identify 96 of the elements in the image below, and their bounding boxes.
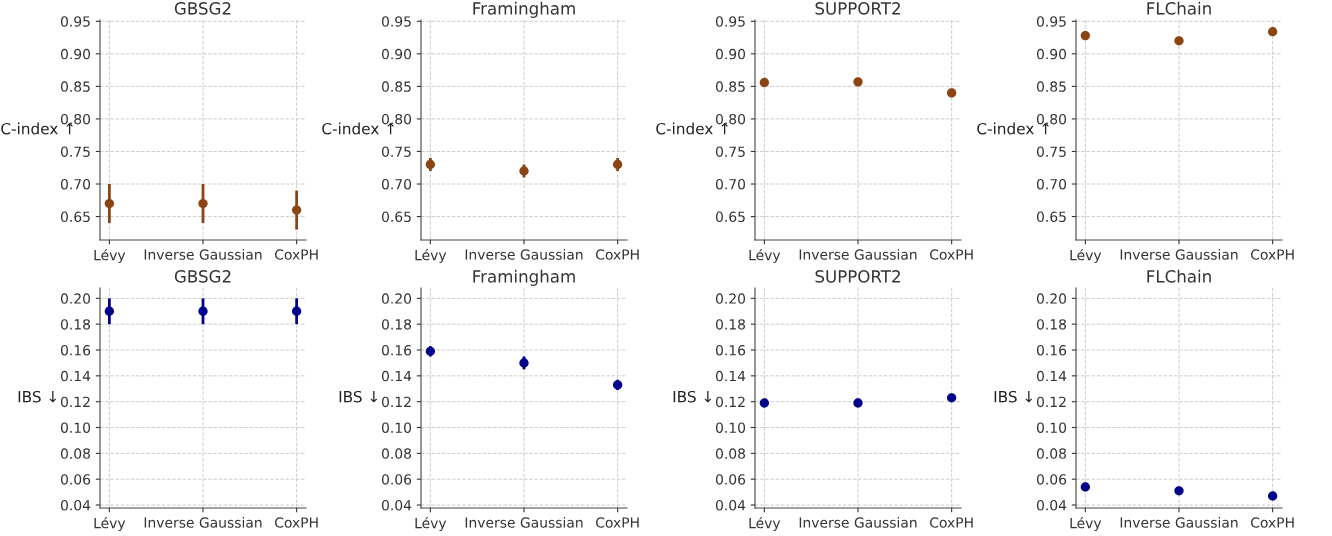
y-tick-label: 0.08	[715, 448, 746, 459]
y-tick-label: 0.04	[381, 500, 412, 511]
chart-title: Framingham	[473, 269, 575, 286]
x-tick-label: Inverse Gaussian	[1120, 517, 1238, 528]
y-tick-label: 0.06	[715, 474, 746, 485]
x-tick-label: Lévy	[94, 517, 126, 532]
x-tick-label: Inverse Gaussian	[799, 517, 917, 528]
y-tick-label: 0.75	[715, 146, 745, 157]
x-tick-label: Lévy	[749, 517, 781, 532]
chart-title: Framingham	[473, 1, 575, 18]
y-tick-label: 0.90	[1036, 48, 1067, 60]
y-tick-label: 0.10	[715, 422, 746, 433]
y-tick-label: 0.06	[1036, 474, 1067, 485]
y-tick-label: 0.16	[1036, 344, 1067, 356]
y-tick-label: 0.12	[1036, 396, 1066, 408]
y-axis-title: IBS ↓	[18, 390, 57, 403]
x-tick-label: Lévy	[1070, 249, 1102, 264]
y-tick-label: 0.65	[60, 211, 90, 223]
y-tick-label: 0.04	[1036, 500, 1067, 511]
x-tick-label: Lévy	[94, 249, 126, 264]
y-tick-label: 0.06	[381, 474, 412, 485]
x-tick-label: Inverse Gaussian	[1120, 249, 1238, 260]
y-tick-label: 0.85	[60, 81, 90, 92]
x-tick-label: CoxPH	[1251, 249, 1294, 260]
x-tick-label: Lévy	[749, 249, 781, 264]
y-tick-label: 0.75	[381, 146, 411, 157]
x-tick-label: Lévy	[415, 517, 447, 532]
y-tick-label: 0.16	[60, 344, 91, 356]
y-tick-label: 0.90	[715, 48, 746, 60]
x-tick-label: Inverse Gaussian	[144, 249, 262, 260]
y-tick-label: 0.18	[715, 319, 746, 330]
y-tick-label: 0.85	[715, 81, 745, 92]
y-tick-label: 0.12	[715, 396, 745, 408]
y-tick-label: 0.20	[60, 293, 91, 304]
y-tick-label: 0.06	[60, 474, 91, 485]
chart-title: SUPPORT2	[815, 2, 900, 15]
y-tick-label: 0.08	[60, 448, 91, 459]
y-tick-label: 0.65	[715, 211, 745, 223]
y-tick-label: 0.08	[381, 448, 412, 459]
x-tick-label: Lévy	[415, 249, 447, 264]
y-tick-label: 0.14	[1036, 370, 1067, 382]
y-tick-label: 0.95	[1036, 16, 1066, 27]
y-tick-label: 0.65	[381, 211, 411, 223]
y-tick-label: 0.90	[60, 48, 91, 60]
x-tick-label: CoxPH	[275, 517, 318, 528]
y-tick-label: 0.18	[1036, 319, 1067, 330]
chart-title: GBSG2	[174, 2, 231, 15]
y-tick-label: 0.70	[60, 178, 91, 190]
y-tick-label: 0.70	[1036, 178, 1067, 190]
x-tick-label: CoxPH	[930, 517, 973, 528]
y-tick-label: 0.14	[60, 370, 91, 382]
chart-title: SUPPORT2	[815, 270, 900, 283]
y-tick-label: 0.08	[1036, 448, 1067, 459]
y-tick-label: 0.20	[1036, 293, 1067, 304]
x-tick-label: CoxPH	[1251, 517, 1294, 528]
y-tick-label: 0.14	[715, 370, 746, 382]
x-tick-label: Inverse Gaussian	[799, 249, 917, 260]
y-axis-title: IBS ↓	[994, 390, 1033, 403]
y-tick-label: 0.95	[60, 16, 90, 27]
x-tick-label: Lévy	[1070, 517, 1102, 532]
x-tick-label: Inverse Gaussian	[144, 517, 262, 528]
y-tick-label: 0.04	[60, 500, 91, 511]
y-tick-label: 0.95	[381, 16, 411, 27]
y-tick-label: 0.12	[381, 396, 411, 408]
x-tick-label: CoxPH	[596, 249, 639, 260]
x-tick-label: Inverse Gaussian	[465, 517, 583, 528]
y-axis-title: IBS ↓	[673, 390, 712, 403]
y-tick-label: 0.90	[381, 48, 412, 60]
x-tick-label: CoxPH	[930, 249, 973, 260]
y-tick-label: 0.85	[1036, 81, 1066, 92]
y-tick-label: 0.04	[715, 500, 746, 511]
y-tick-label: 0.18	[381, 319, 412, 330]
chart-title: FLChain	[1147, 1, 1211, 15]
y-tick-label: 0.12	[60, 396, 90, 408]
y-tick-label: 0.70	[715, 178, 746, 190]
y-tick-label: 0.95	[715, 16, 745, 27]
x-tick-label: CoxPH	[275, 249, 318, 260]
y-tick-label: 0.16	[715, 344, 746, 356]
y-tick-label: 0.10	[1036, 422, 1067, 433]
y-tick-label: 0.10	[60, 422, 91, 433]
y-tick-label: 0.75	[60, 146, 90, 157]
y-tick-label: 0.85	[381, 81, 411, 92]
y-tick-label: 0.75	[1036, 146, 1066, 157]
y-tick-label: 0.70	[381, 178, 412, 190]
y-tick-label: 0.16	[381, 344, 412, 356]
y-tick-label: 0.20	[381, 293, 412, 304]
y-tick-label: 0.65	[1036, 211, 1066, 223]
x-tick-label: Inverse Gaussian	[465, 249, 583, 260]
y-axis-title: IBS ↓	[339, 390, 378, 403]
chart-title: GBSG2	[174, 270, 231, 283]
x-tick-label: CoxPH	[596, 517, 639, 528]
y-tick-label: 0.18	[60, 319, 91, 330]
chart-title: FLChain	[1147, 269, 1211, 283]
y-tick-label: 0.14	[381, 370, 412, 382]
y-tick-label: 0.10	[381, 422, 412, 433]
y-tick-label: 0.20	[715, 293, 746, 304]
